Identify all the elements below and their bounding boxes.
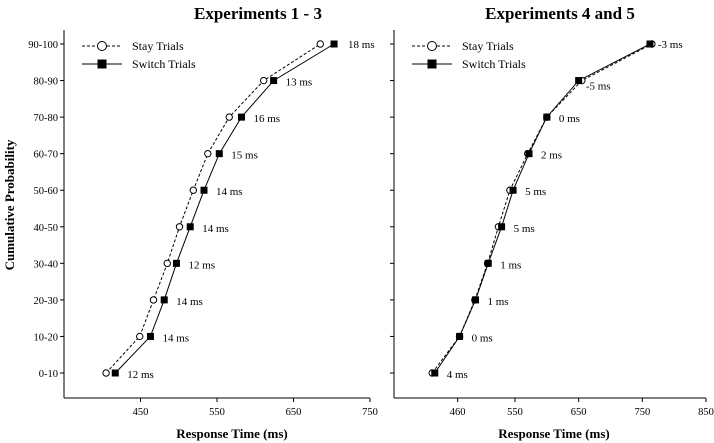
switch-point [525, 150, 533, 158]
difference-label: 1 ms [500, 259, 521, 271]
switch-point [509, 186, 517, 194]
legend-switch-label: Switch Trials [462, 57, 526, 71]
switch-point [160, 296, 168, 304]
stay-point [259, 76, 268, 85]
axes-1: 0-10 10-20 20-30 30-40 40-50 50-60 60-70 70-80 8… [28, 30, 378, 418]
difference-label: 5 ms [514, 223, 535, 235]
difference-label: 14 ms [202, 223, 229, 235]
difference-label: 14 ms [162, 332, 189, 344]
difference-label: 1 ms [488, 296, 509, 308]
difference-label: 2 ms [541, 150, 562, 162]
switch-point [498, 223, 506, 231]
legend-switch-marker [97, 59, 107, 69]
x-tick-label: 550 [209, 407, 225, 418]
legend-stay-label: Stay Trials [462, 39, 514, 53]
difference-label: 0 ms [472, 332, 493, 344]
stay-point [189, 186, 197, 194]
difference-label: 16 ms [253, 113, 280, 125]
stay-point [149, 296, 158, 304]
y-tick-label: 50-60 [34, 186, 59, 197]
series-line-switch [434, 43, 651, 374]
stay-point [163, 259, 171, 268]
x-tick-label: 850 [698, 407, 714, 418]
x-tick-label: 750 [362, 407, 378, 418]
switch-point [186, 223, 194, 231]
x-tick-label: 450 [133, 407, 149, 418]
difference-label: 12 ms [188, 259, 215, 271]
difference-label: 12 ms [127, 369, 154, 381]
x-tick-label: 550 [507, 407, 523, 418]
difference-label: 4 ms [447, 369, 468, 381]
switch-point [111, 369, 119, 377]
difference-label: 5 ms [525, 186, 546, 198]
series-line-stay [105, 43, 321, 374]
legend-switch-label: Switch Trials [132, 57, 196, 71]
stay-point [204, 149, 212, 158]
stay-point [175, 223, 184, 231]
plot-area-2: 4 ms 0 ms 1 ms 1 ms 5 ms 5 ms 2 ms 0 ms -5 ms -3 … [428, 39, 683, 381]
y-tick-label: 70-80 [34, 113, 59, 124]
difference-label: 18 ms [348, 39, 375, 51]
switch-point [237, 113, 245, 121]
y-tick-label: 30-40 [34, 259, 59, 270]
axes-2: 460 550 650 750 850 [390, 30, 714, 418]
difference-label: 14 ms [176, 296, 203, 308]
stay-point [102, 369, 110, 377]
switch-point [200, 186, 208, 194]
difference-label: -3 ms [658, 39, 683, 51]
y-tick-label: 0-10 [39, 369, 58, 380]
y-tick-label: 40-50 [34, 223, 59, 234]
switch-point [646, 40, 654, 48]
x-axis-title-2: Response Time (ms) [498, 426, 609, 441]
x-tick-label: 750 [634, 407, 650, 418]
legend-stay-label: Stay Trials [132, 39, 184, 53]
switch-point [215, 150, 223, 158]
switch-point [472, 296, 480, 304]
switch-point [146, 332, 154, 340]
legend-switch-marker [427, 59, 437, 69]
difference-label: 13 ms [286, 77, 313, 89]
x-tick-label: 460 [450, 407, 466, 418]
x-axis-title-1: Response Time (ms) [176, 426, 287, 441]
chart-title-1: Experiments 1 - 3 [194, 4, 322, 23]
legend-2: Stay Trials Switch Trials [412, 39, 526, 71]
switch-point [270, 77, 278, 85]
switch-point [456, 332, 464, 340]
chart-panel-2: Experiments 4 and 5 Response Time (ms) 4… [390, 4, 714, 441]
y-tick-label: 80-90 [34, 77, 59, 88]
legend-1: Stay Trials Switch Trials [82, 39, 196, 71]
chart-title-2: Experiments 4 and 5 [485, 4, 635, 23]
switch-point [431, 369, 439, 377]
switch-point [330, 40, 338, 48]
switch-point [543, 113, 551, 121]
difference-label: 14 ms [216, 186, 243, 198]
legend-stay-marker [427, 41, 437, 51]
stay-point [136, 332, 144, 341]
difference-label: 15 ms [231, 150, 258, 162]
stay-point [225, 113, 233, 121]
x-tick-label: 650 [286, 407, 302, 418]
y-tick-label: 60-70 [34, 150, 59, 161]
difference-label: 0 ms [559, 113, 580, 125]
x-tick-label: 650 [571, 407, 587, 418]
y-axis-title: Cumulative Probability [2, 139, 17, 270]
switch-point [575, 77, 583, 85]
switch-point [484, 259, 492, 267]
switch-point [172, 259, 180, 267]
plot-area-1: 12 ms 14 ms 14 ms 12 ms 14 ms 14 ms 15 ms 16 ms… [102, 39, 375, 381]
difference-label: -5 ms [586, 81, 611, 93]
stay-point [316, 40, 324, 48]
y-tick-label: 20-30 [34, 296, 59, 307]
y-tick-label: 90-100 [28, 40, 58, 51]
legend-stay-marker [97, 41, 107, 51]
y-tick-label: 10-20 [34, 332, 59, 343]
series-line-switch [114, 43, 335, 374]
chart-panel-1: Experiments 1 - 3 Cumulative Probability… [2, 4, 378, 441]
